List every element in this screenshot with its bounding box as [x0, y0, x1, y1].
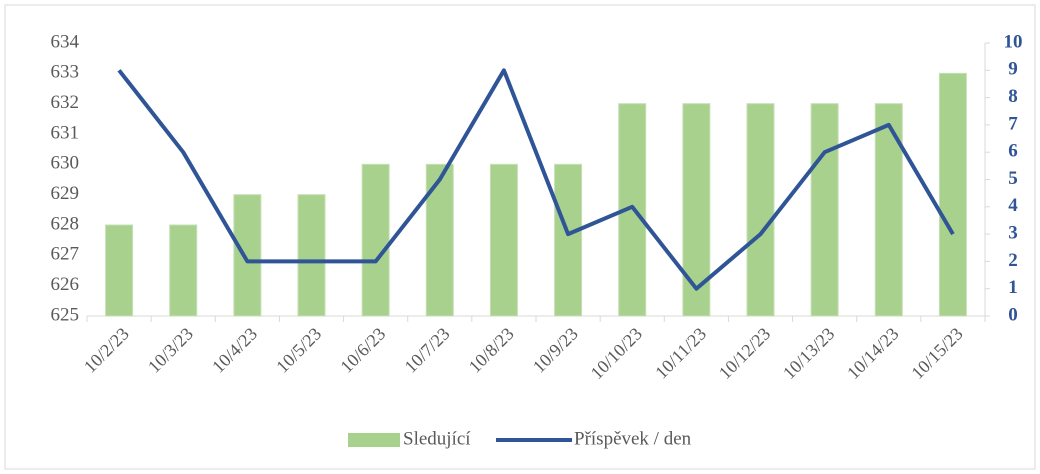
- y2-tick-label: 0: [1008, 304, 1018, 325]
- y2-tick-label: 4: [1008, 195, 1018, 216]
- y-tick-label: 626: [51, 274, 80, 295]
- bar: [233, 194, 262, 317]
- y2-tick-label: 6: [1008, 141, 1018, 162]
- y2-tick-label: 5: [1008, 168, 1018, 189]
- legend-label: Sledující: [403, 428, 471, 449]
- y-tick-label: 628: [51, 213, 80, 234]
- bar: [297, 194, 326, 317]
- y-tick-label: 625: [51, 304, 80, 325]
- bar: [489, 163, 518, 317]
- bar: [425, 163, 454, 317]
- bar: [169, 224, 198, 317]
- y-tick-label: 627: [51, 244, 80, 265]
- bar: [361, 163, 390, 317]
- legend-swatch: [348, 433, 400, 447]
- y2-tick-label: 3: [1008, 222, 1018, 243]
- y-tick-label: 632: [51, 92, 80, 113]
- bar: [105, 224, 134, 317]
- bar: [810, 103, 839, 317]
- y2-tick-label: 2: [1008, 250, 1018, 271]
- y2-tick-label: 8: [1008, 86, 1018, 107]
- y2-tick-label: 1: [1008, 277, 1018, 298]
- y-tick-label: 629: [51, 183, 80, 204]
- bar: [746, 103, 775, 317]
- y2-tick-label: 9: [1008, 59, 1018, 80]
- y2-tick-label: 7: [1008, 113, 1018, 134]
- y-tick-label: 634: [51, 31, 80, 52]
- bar: [874, 103, 903, 317]
- y2-tick-label: 10: [1004, 31, 1023, 52]
- y-tick-label: 631: [51, 122, 80, 143]
- bar: [554, 163, 583, 317]
- y-tick-label: 633: [51, 62, 80, 83]
- line: [117, 68, 955, 291]
- bar: [938, 72, 967, 317]
- y-tick-label: 630: [51, 153, 80, 174]
- bar: [682, 103, 711, 317]
- legend-label: Příspěvek / den: [574, 428, 692, 449]
